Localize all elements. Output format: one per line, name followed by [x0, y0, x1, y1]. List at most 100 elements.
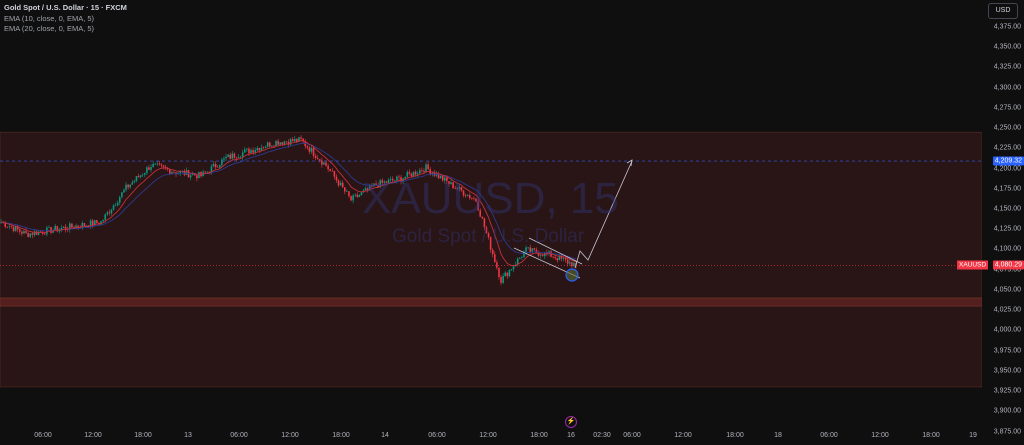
price-tick: 3,925.00: [993, 387, 1021, 395]
candle: [6, 226, 9, 228]
candle: [329, 169, 331, 171]
price-tick: 4,175.00: [993, 185, 1021, 193]
time-tick: 18:00: [530, 432, 548, 439]
candle: [464, 195, 467, 197]
candle: [356, 194, 359, 197]
candle: [127, 184, 129, 188]
candle: [396, 176, 398, 181]
candle: [246, 148, 248, 150]
candle: [98, 222, 100, 225]
candle: [204, 171, 206, 173]
candle: [185, 170, 188, 175]
candle: [231, 153, 234, 159]
candle: [19, 229, 21, 232]
candle: [487, 233, 490, 238]
candle: [564, 258, 567, 260]
candle: [71, 223, 73, 228]
candle: [527, 247, 529, 249]
candle: [21, 231, 23, 234]
candle: [273, 145, 275, 147]
candle: [310, 147, 313, 152]
candle: [466, 195, 469, 197]
candle: [398, 176, 400, 178]
candle: [281, 142, 284, 145]
candle: [225, 156, 227, 159]
candle: [381, 180, 384, 183]
lightning-icon[interactable]: ⚡: [565, 416, 577, 428]
candle: [141, 174, 144, 176]
candle: [300, 137, 302, 139]
time-tick: 19: [969, 432, 977, 439]
candle: [175, 172, 177, 174]
candle: [44, 233, 46, 235]
candle: [441, 175, 444, 181]
candle: [375, 183, 377, 186]
candle: [323, 162, 325, 165]
candle: [283, 141, 286, 145]
ema10-line: [0, 140, 577, 267]
price-zone: [0, 305, 982, 388]
candle: [298, 137, 300, 142]
candle: [354, 194, 356, 196]
candle: [510, 269, 513, 270]
candle: [106, 212, 109, 215]
time-tick: 18:00: [726, 432, 744, 439]
candle: [160, 164, 163, 166]
candle: [250, 150, 252, 154]
price-tick: 4,200.00: [993, 165, 1021, 173]
watermark-symbol: XAUUSD, 15: [362, 174, 619, 223]
currency-button[interactable]: USD: [988, 3, 1018, 19]
price-tick: 4,125.00: [993, 225, 1021, 233]
time-tick: 06:00: [428, 432, 446, 439]
candle: [148, 167, 150, 170]
candle: [485, 227, 488, 234]
candle: [27, 232, 29, 237]
candle: [435, 173, 438, 176]
candle: [216, 167, 219, 168]
candle: [327, 165, 329, 170]
candle: [104, 214, 106, 220]
candle: [498, 267, 500, 277]
candle: [502, 276, 504, 283]
price-chart[interactable]: [0, 0, 982, 445]
candle: [169, 169, 171, 174]
candle: [558, 255, 561, 261]
candle: [473, 198, 475, 199]
channel-top-line: [528, 237, 583, 265]
candle: [541, 255, 544, 257]
candle: [337, 180, 340, 186]
candle: [383, 181, 386, 183]
time-tick: 18:00: [332, 432, 350, 439]
price-axis[interactable]: USD 4,375.00 4,350.00 4,325.00 4,300.00 4,27…: [982, 0, 1024, 445]
candle: [25, 231, 27, 233]
candle: [135, 176, 138, 181]
candle: [62, 226, 65, 229]
candle: [194, 173, 196, 176]
candle: [446, 177, 448, 182]
candle: [566, 259, 569, 264]
time-tick: 16: [567, 432, 575, 439]
symbol-title[interactable]: Gold Spot / U.S. Dollar · 15 · FXCM: [4, 3, 127, 12]
candle: [360, 192, 363, 196]
candle: [379, 180, 381, 188]
candle: [496, 262, 498, 268]
ema20-legend[interactable]: EMA (20, close, 0, EMA, 5): [4, 24, 95, 33]
candle: [512, 266, 515, 270]
price-tick: 4,250.00: [993, 124, 1021, 132]
candle: [460, 187, 463, 191]
candle: [214, 164, 217, 168]
candle: [391, 178, 394, 181]
candle: [414, 171, 417, 175]
candle: [100, 221, 102, 225]
ema10-legend[interactable]: EMA (10, close, 0, EMA, 5): [4, 13, 95, 23]
candle: [291, 139, 294, 142]
candle: [206, 171, 209, 173]
time-tick: 06:00: [820, 432, 838, 439]
price-tick: 4,000.00: [993, 326, 1021, 334]
candle: [235, 157, 238, 159]
candle: [110, 209, 113, 214]
candle: [239, 156, 242, 158]
candle: [475, 198, 477, 202]
candle: [421, 170, 423, 171]
candle: [191, 173, 194, 176]
